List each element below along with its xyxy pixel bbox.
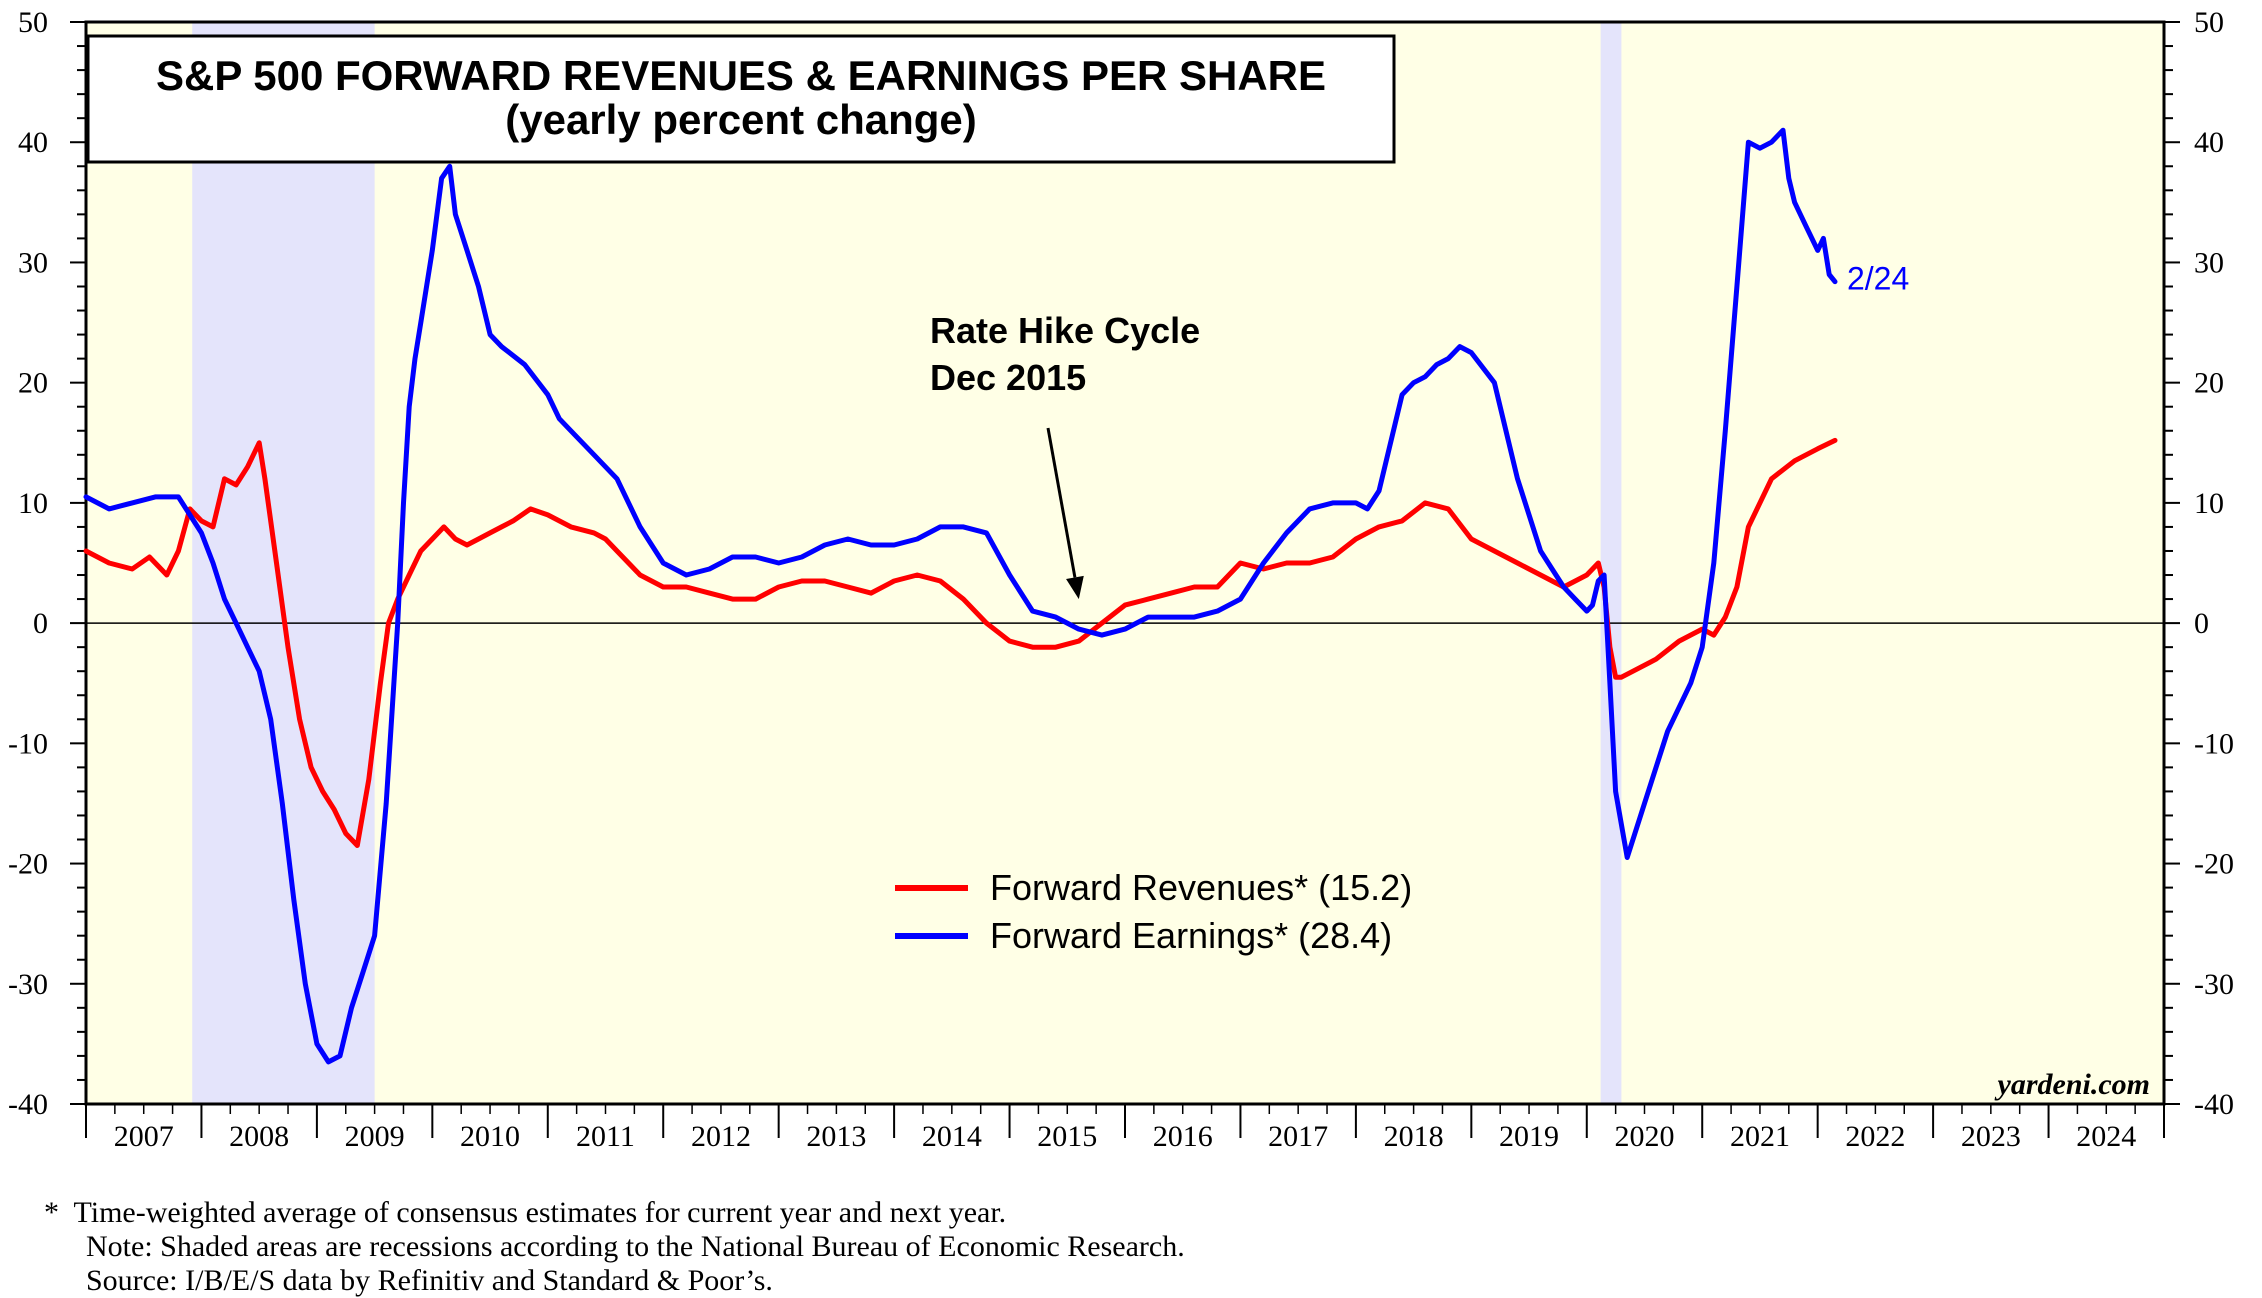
x-tick-label: 2008 [229,1120,289,1153]
x-tick-label: 2012 [691,1120,751,1153]
x-tick-label: 2023 [1961,1120,2021,1153]
x-tick-label: 2011 [576,1120,635,1153]
watermark: yardeni.com [1995,1068,2150,1101]
footnotes: * Time-weighted average of consensus est… [44,1196,1185,1297]
footnote-2: Note: Shaded areas are recessions accord… [86,1230,1185,1263]
legend-label-revenues: Forward Revenues* (15.2) [990,867,1412,908]
x-tick-label: 2015 [1037,1120,1097,1153]
x-tick-label: 2013 [806,1120,866,1153]
x-tick-label: 2016 [1153,1120,1213,1153]
y-tick-label-right: 40 [2194,126,2224,159]
x-tick-label: 2021 [1730,1120,1790,1153]
recession-band-2 [1600,22,1622,1104]
annotation-line-1: Rate Hike Cycle [930,310,1200,351]
x-tick-label: 2024 [2076,1120,2136,1153]
plot-area [86,22,2164,1104]
recession-bands [192,22,1622,1104]
rate-hike-annotation: Rate Hike Cycle Dec 2015 [930,310,1200,600]
x-tick-label: 2010 [460,1120,520,1153]
x-tick-label: 2020 [1615,1120,1675,1153]
chart-title: S&P 500 FORWARD REVENUES & EARNINGS PER … [156,52,1326,99]
y-tick-label-left: -40 [8,1088,48,1121]
y-axis-left: 50 40 30 20 10 0 -10 -20 -30 -40 [8,6,86,1121]
y-tick-label-left: 40 [18,126,48,159]
y-tick-label-right: 50 [2194,6,2224,39]
end-date-label: 2/24 [1847,261,1909,297]
y-tick-label-right: 0 [2194,607,2209,640]
annotation-line-2: Dec 2015 [930,357,1086,398]
y-tick-label-right: 10 [2194,487,2224,520]
footnote-3: Source: I/B/E/S data by Refinitiv and St… [86,1264,773,1297]
x-tick-label: 2009 [345,1120,405,1153]
legend: Forward Revenues* (15.2) Forward Earning… [895,867,1412,956]
y-tick-label-left: 0 [33,607,48,640]
y-tick-label-right: -30 [2194,968,2234,1001]
x-tick-label: 2007 [114,1120,174,1153]
y-tick-label-right: -40 [2194,1088,2234,1121]
legend-label-earnings: Forward Earnings* (28.4) [990,915,1392,956]
series-line-revenues [83,437,1838,848]
footnote-1: * Time-weighted average of consensus est… [44,1196,1006,1229]
series-line-earnings [83,127,1838,1065]
title-box: S&P 500 FORWARD REVENUES & EARNINGS PER … [86,34,1396,164]
y-tick-label-right: -10 [2194,727,2234,760]
x-tick-label: 2022 [1845,1120,1905,1153]
y-tick-label-right: 20 [2194,367,2224,400]
y-tick-label-left: 30 [18,246,48,279]
y-tick-label-left: 10 [18,487,48,520]
y-axis-right: 50 40 30 20 10 0 -10 -20 -30 -40 [2164,6,2234,1121]
series-layer [83,127,1838,1065]
y-tick-label-right: 30 [2194,246,2224,279]
x-tick-label: 2019 [1499,1120,1559,1153]
x-tick-label: 2018 [1384,1120,1444,1153]
y-tick-label-left: 20 [18,367,48,400]
chart-subtitle: (yearly percent change) [505,96,977,143]
x-axis: 2007 2008 2009 2010 2011 2012 2013 2014 2015 2016… [85,1104,2165,1153]
annotation-arrow [1046,427,1077,578]
y-tick-label-left: 50 [18,6,48,39]
annotation-arrowhead [1066,575,1084,600]
y-tick-label-right: -20 [2194,848,2234,881]
y-tick-label-left: -10 [8,727,48,760]
y-tick-label-left: -30 [8,968,48,1001]
recession-band-1 [192,22,375,1104]
y-tick-label-left: -20 [8,848,48,881]
x-tick-label: 2014 [922,1120,982,1153]
x-tick-label: 2017 [1268,1120,1328,1153]
